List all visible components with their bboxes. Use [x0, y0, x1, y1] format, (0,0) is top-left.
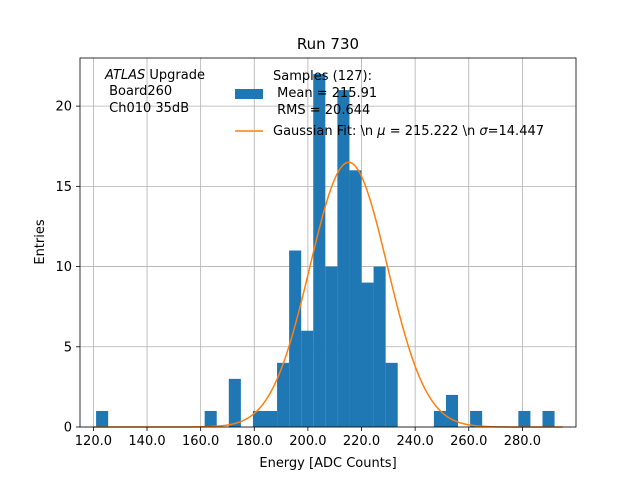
x-axis-label: Energy [ADC Counts]	[259, 456, 396, 471]
histogram-bar	[433, 410, 446, 427]
legend-fit-mu: μ	[376, 124, 385, 139]
detector-annotation: ATLAS Upgrade Board260 Ch010 35dB	[104, 68, 205, 116]
histogram-bar	[349, 170, 362, 427]
svg-text:Gaussian Fit: \n μ = 215.222 \: Gaussian Fit: \n μ = 215.222 \n σ=14.447	[273, 124, 544, 139]
x-tick-label: 200.0	[289, 434, 326, 449]
x-tick-label: 240.0	[397, 434, 434, 449]
legend-fit-mid: = 215.222 \n	[386, 124, 480, 139]
x-tick-label: 260.0	[450, 434, 487, 449]
legend-samples-swatch	[235, 89, 263, 99]
histogram-bar	[96, 410, 109, 427]
x-tick-label: 220.0	[343, 434, 380, 449]
histogram-bar	[518, 410, 531, 427]
y-tick-label: 15	[55, 180, 72, 195]
y-axis-label: Entries	[33, 219, 48, 265]
svg-text:ATLAS Upgrade: ATLAS Upgrade	[104, 68, 205, 83]
histogram-bar	[204, 410, 217, 427]
histogram-bar	[337, 90, 350, 427]
legend-fit-end: =14.447	[488, 124, 544, 139]
x-tick-label: 280.0	[504, 434, 541, 449]
histogram-bar	[228, 378, 241, 427]
grid	[80, 58, 576, 428]
histogram-bars	[96, 74, 555, 427]
histogram-bar	[470, 410, 483, 427]
legend: Samples (127): Mean = 215.91 RMS = 20.64…	[235, 69, 544, 139]
legend-fit-prefix: Gaussian Fit: \n	[273, 124, 377, 139]
histogram-bar	[301, 330, 314, 427]
y-tick-label: 5	[64, 340, 72, 355]
histogram-bar	[361, 282, 374, 427]
annotation-board: Board260	[105, 84, 172, 99]
histogram-bar	[542, 410, 555, 427]
y-tick-label: 20	[55, 100, 72, 115]
x-axis-ticks: 120.0 140.0 160.0 180.0 200.0 220.0 240.0 260.0…	[75, 427, 541, 449]
histogram-bar	[313, 74, 326, 427]
histogram-bar	[289, 250, 302, 427]
annotation-channel: Ch010 35dB	[105, 101, 189, 116]
annotation-upgrade: Upgrade	[145, 68, 205, 83]
x-tick-label: 120.0	[75, 434, 112, 449]
histogram-bar	[385, 362, 398, 427]
y-tick-label: 10	[55, 260, 72, 275]
histogram-bar	[373, 266, 386, 427]
histogram-bar	[277, 362, 290, 427]
legend-fit-sigma: σ	[479, 124, 488, 139]
histogram-bar	[252, 410, 265, 427]
histogram-bar	[445, 394, 459, 427]
legend-samples-line2: Mean = 215.91	[273, 86, 377, 101]
annotation-atlas: ATLAS	[104, 68, 145, 83]
x-tick-label: 140.0	[128, 434, 165, 449]
histogram-bar	[264, 410, 278, 427]
x-tick-label: 180.0	[236, 434, 273, 449]
chart-title: Run 730	[297, 35, 359, 53]
y-axis-ticks: 0 5 10 15 20	[55, 100, 80, 436]
y-tick-label: 0	[64, 421, 72, 436]
histogram-bar	[325, 266, 338, 427]
plot-frame	[79, 57, 577, 428]
x-tick-label: 160.0	[182, 434, 219, 449]
legend-samples-line3: RMS = 20.644	[273, 103, 370, 118]
legend-samples-line1: Samples (127):	[273, 69, 372, 84]
